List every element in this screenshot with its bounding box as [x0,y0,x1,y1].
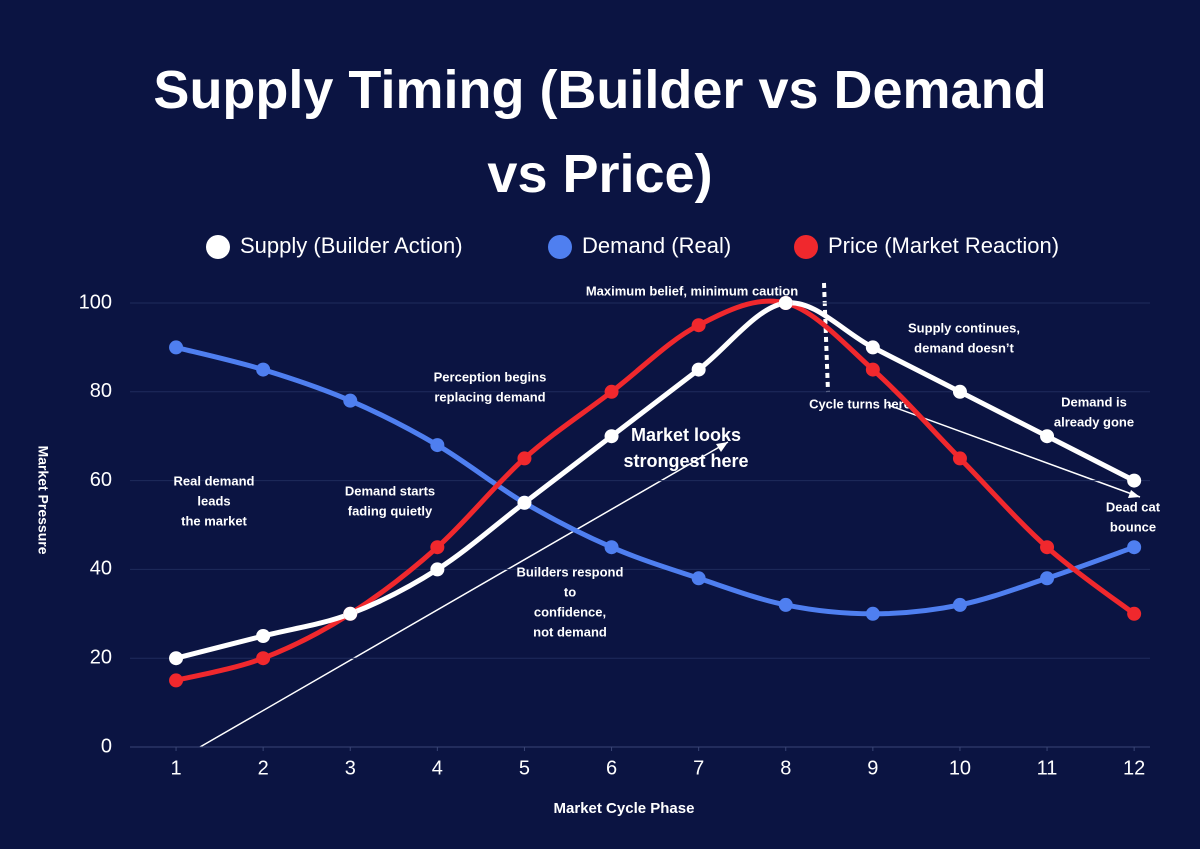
data-point [952,384,967,399]
data-point [256,362,271,377]
series-line [173,344,1137,617]
legend-label: Supply (Builder Action) [240,233,463,258]
data-point [952,451,967,466]
arrow-head [716,442,728,452]
chart-title: Supply Timing (Builder vs Demand vs Pric… [153,60,1047,204]
data-point [1127,473,1142,488]
x-tick-label: 7 [693,757,704,779]
arrow [887,404,1141,498]
y-tick-label: 60 [90,469,112,491]
x-tick-label: 12 [1123,757,1145,779]
data-point [1127,606,1142,621]
annotation: leads [197,493,230,508]
arrow-head [1128,490,1140,498]
data-point [430,540,445,555]
x-tick-label: 10 [949,757,971,779]
data-point [865,362,880,377]
data-point [517,451,532,466]
data-point [1040,571,1055,586]
data-point [169,651,184,666]
data-point [691,318,706,333]
y-tick-label: 80 [90,380,112,402]
y-tick-label: 40 [90,558,112,580]
legend-label: Demand (Real) [582,233,731,258]
annotation: bounce [1110,519,1156,534]
grid [130,302,1150,748]
data-point [865,340,880,355]
data-point [256,629,271,643]
annotation: Cycle turns here [809,396,911,411]
annotation: Demand is [1061,394,1127,409]
annotation: fading quietly [348,503,433,518]
annotation: confidence, [534,604,606,619]
annotation: Supply continues, [908,320,1020,335]
annotation: Demand starts [345,483,435,498]
data-point [517,495,532,510]
data-point [430,438,445,453]
data-point [604,429,619,444]
data-point [430,562,445,577]
data-point [343,393,358,408]
data-point [1127,540,1142,555]
x-tick-label: 9 [867,757,878,779]
annotation: replacing demand [434,389,545,404]
x-axis-label: Market Cycle Phase [554,800,695,817]
data-point [256,651,271,666]
annotation: Dead cat [1106,499,1161,514]
annotation: Builders respond [517,564,624,579]
legend-marker [548,235,572,259]
legend-marker [206,235,230,259]
x-tick-label: 1 [170,757,181,779]
annotation: Real demand [174,473,255,488]
y-tick-label: 0 [101,735,112,757]
y-axis-label: Market Pressure [35,446,51,555]
data-point [343,606,358,621]
data-point [865,606,880,621]
x-tick-label: 5 [519,757,530,779]
annotation: already gone [1054,414,1134,429]
x-tick-label: 2 [258,757,269,779]
arrow [199,441,729,748]
legend-label: Price (Market Reaction) [828,233,1059,258]
annotation: strongest here [623,451,748,471]
data-point [691,571,706,586]
x-tick-label: 3 [345,757,356,779]
data-point [169,340,184,355]
y-tick-label: 100 [79,291,112,313]
legend-marker [794,235,818,259]
x-tick-label: 6 [606,757,617,779]
data-point [1040,429,1055,444]
annotation: Perception begins [434,369,547,384]
cycle-turn-line [822,282,830,393]
y-tick-label: 20 [90,646,112,668]
data-point [778,296,793,310]
annotation: demand doesn’t [914,340,1014,355]
data-point [1040,540,1055,555]
data-point [604,540,619,555]
data-point [604,384,619,399]
annotation: Maximum belief, minimum caution [586,283,798,298]
data-point [952,597,967,612]
annotation: not demand [533,624,607,639]
x-tick-label: 8 [780,757,791,779]
annotation: Market looks [631,425,741,445]
x-tick-label: 4 [432,757,443,779]
data-point [169,673,184,688]
data-point [778,597,793,612]
annotation: the market [181,513,247,528]
x-tick-label: 11 [1037,757,1058,779]
data-point [691,362,706,377]
annotation: to [564,584,576,599]
